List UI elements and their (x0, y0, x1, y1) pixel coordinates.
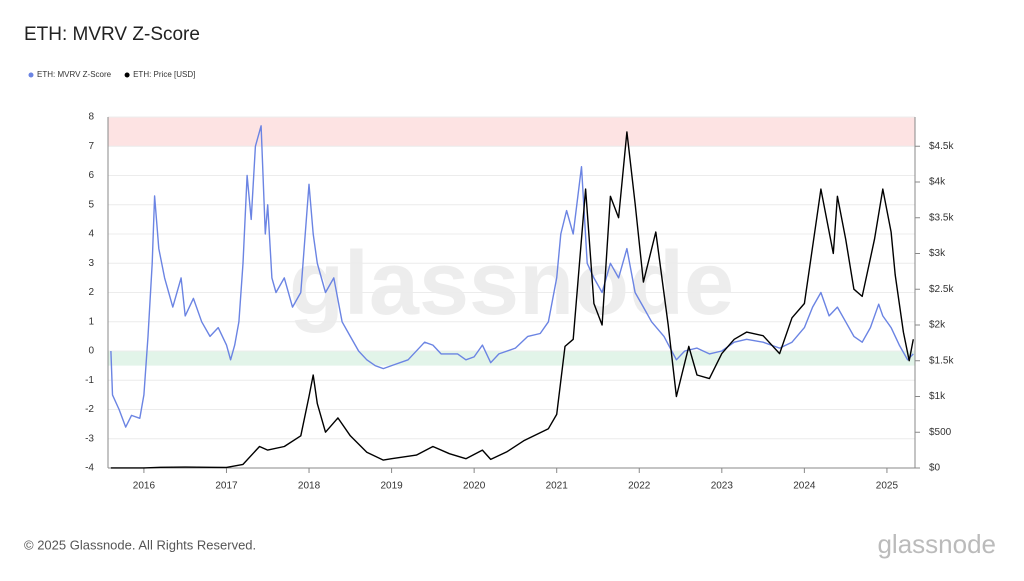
y2-tick-label: $3k (929, 248, 946, 259)
series-line (110, 131, 914, 469)
y-tick-label: -1 (85, 375, 94, 386)
y2-tick-label: $1k (929, 391, 946, 402)
footer: © 2025 Glassnode. All Rights Reserved. (24, 537, 256, 552)
y-tick-label: 0 (88, 346, 94, 357)
legend-swatch (124, 72, 130, 78)
legend: ETH: MVRV Z-Score ETH: Price [USD] (28, 70, 195, 79)
legend-label: ETH: Price [USD] (133, 70, 195, 79)
y2-tick-label: $3.5k (929, 212, 954, 223)
legend-label: ETH: MVRV Z-Score (37, 70, 112, 79)
y-tick-label: 2 (88, 287, 94, 298)
y2-tick-label: $500 (929, 427, 952, 438)
y-tick-label: -4 (85, 463, 94, 474)
y2-tick-label: $0 (929, 463, 941, 474)
zone (108, 117, 915, 147)
x-tick-label: 2020 (463, 481, 486, 492)
y2-tick-label: $2k (929, 320, 946, 331)
y-tick-label: 8 (88, 112, 94, 123)
x-tick-label: 2022 (628, 481, 651, 492)
legend-swatch (28, 72, 34, 78)
x-tick-label: 2024 (793, 481, 816, 492)
y2-tick-label: $2.5k (929, 284, 954, 295)
chart-title: ETH: MVRV Z-Score (24, 24, 200, 45)
y-tick-label: 6 (88, 170, 94, 181)
plot: glassnode -4 -3 -2 -1 0 1 2 3 4 5 6 7 8 $0 $500 $1k $1.5k… (85, 112, 954, 492)
y2-tick-label: $1.5k (929, 355, 954, 366)
y-tick-label: 3 (88, 258, 94, 269)
x-tick-label: 2019 (380, 481, 403, 492)
y2-tick-label: $4.5k (929, 141, 954, 152)
series-line (110, 125, 914, 428)
x-tick-label: 2016 (133, 481, 156, 492)
y-tick-label: 1 (88, 316, 94, 327)
x-tick-label: 2017 (215, 481, 238, 492)
y-tick-label: 5 (88, 199, 94, 210)
x-tick-label: 2025 (876, 481, 899, 492)
watermark: glassnode (289, 234, 734, 334)
y2-tick-label: $4k (929, 177, 946, 188)
logo: glassnode (877, 529, 996, 559)
x-tick-label: 2018 (298, 481, 321, 492)
y-tick-label: 4 (88, 229, 94, 240)
x-tick-label: 2021 (546, 481, 569, 492)
y-tick-label: -2 (85, 404, 94, 415)
x-tick-label: 2023 (711, 481, 734, 492)
y-tick-label: 7 (88, 141, 94, 152)
zone (108, 351, 915, 366)
y-tick-label: -3 (85, 433, 94, 444)
